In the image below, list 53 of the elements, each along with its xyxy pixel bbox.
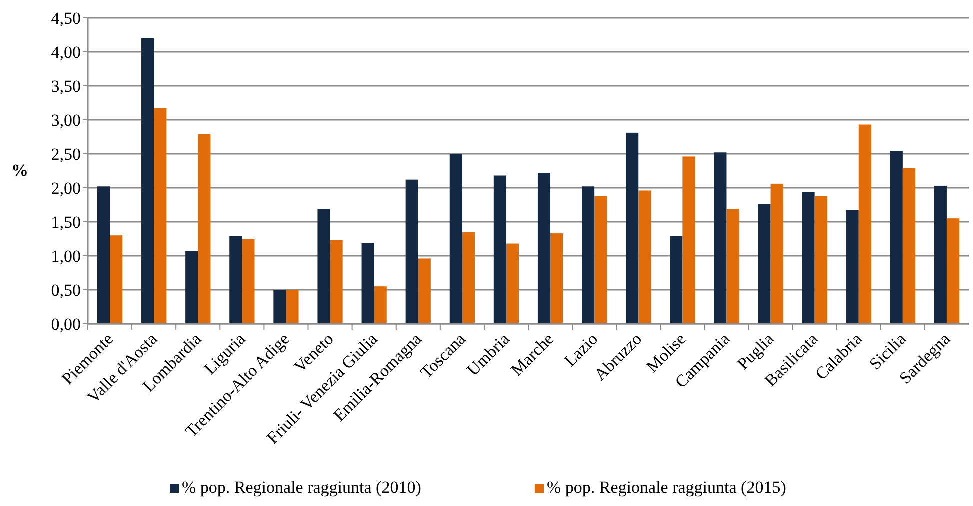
y-tick-label: 0,00 [51, 314, 81, 334]
bar [550, 234, 564, 324]
bar [406, 180, 418, 324]
bar [462, 232, 475, 324]
bar [594, 196, 608, 324]
bar [242, 239, 255, 324]
bar [374, 286, 387, 324]
bar [846, 210, 859, 324]
y-tick-label: 3,00 [51, 110, 81, 130]
bar [286, 290, 299, 324]
y-tick-label: 2,50 [51, 144, 81, 164]
bar [506, 244, 520, 324]
bar [186, 251, 198, 324]
bar [538, 173, 551, 324]
bar [494, 176, 506, 324]
bar [274, 290, 286, 324]
bar [682, 156, 696, 324]
bar [638, 190, 652, 324]
bar [890, 151, 903, 324]
bar [418, 258, 431, 324]
bar [934, 186, 947, 324]
y-tick-label: 4,50 [51, 8, 81, 28]
bar [362, 243, 374, 324]
bar [770, 184, 784, 324]
bar [802, 192, 815, 324]
bar [758, 204, 771, 324]
bar [110, 236, 123, 324]
bar [318, 209, 330, 324]
y-tick-label: 3,50 [51, 76, 81, 96]
bar [330, 240, 343, 324]
bar [946, 218, 960, 324]
bar [198, 134, 211, 324]
bar [626, 132, 639, 324]
bar [670, 236, 683, 324]
y-axis-title: % [12, 161, 28, 180]
bar [582, 186, 595, 324]
bar [714, 152, 727, 324]
y-tick-label: 0,50 [51, 280, 81, 300]
bar [858, 124, 872, 324]
bar [814, 196, 828, 324]
legend-label: % pop. Regionale raggiunta (2015) [547, 478, 786, 497]
y-tick-label: 4,00 [51, 42, 81, 62]
bar [97, 186, 110, 324]
bar [230, 236, 242, 324]
bar [154, 108, 167, 324]
y-tick-label: 1,00 [51, 246, 81, 266]
legend-label: % pop. Regionale raggiunta (2010) [182, 478, 422, 497]
bar [450, 154, 462, 324]
y-tick-label: 1,50 [51, 212, 81, 232]
y-tick-label: 2,00 [51, 178, 81, 198]
bar [726, 209, 740, 324]
bar [902, 168, 916, 324]
bar [142, 38, 154, 324]
